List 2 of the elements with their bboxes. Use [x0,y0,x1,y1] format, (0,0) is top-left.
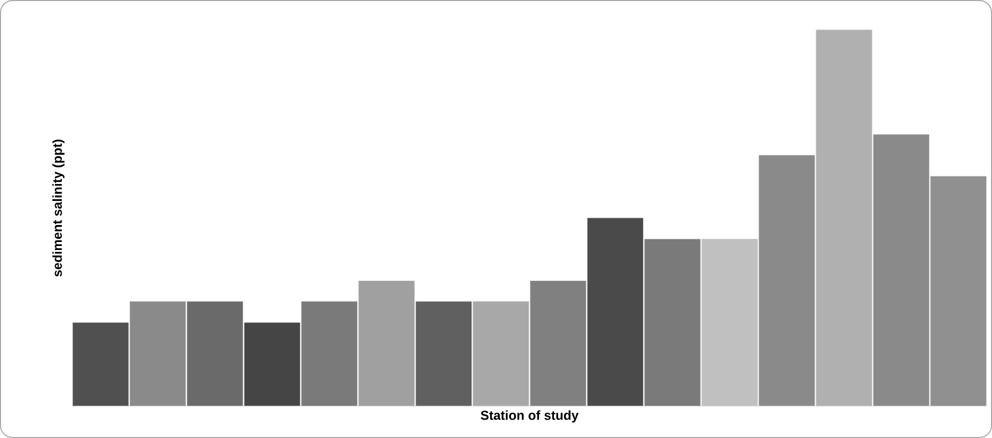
y-axis-title: sediment salinity (ppt) [52,140,64,277]
x-axis-title: Station of study [480,410,579,422]
